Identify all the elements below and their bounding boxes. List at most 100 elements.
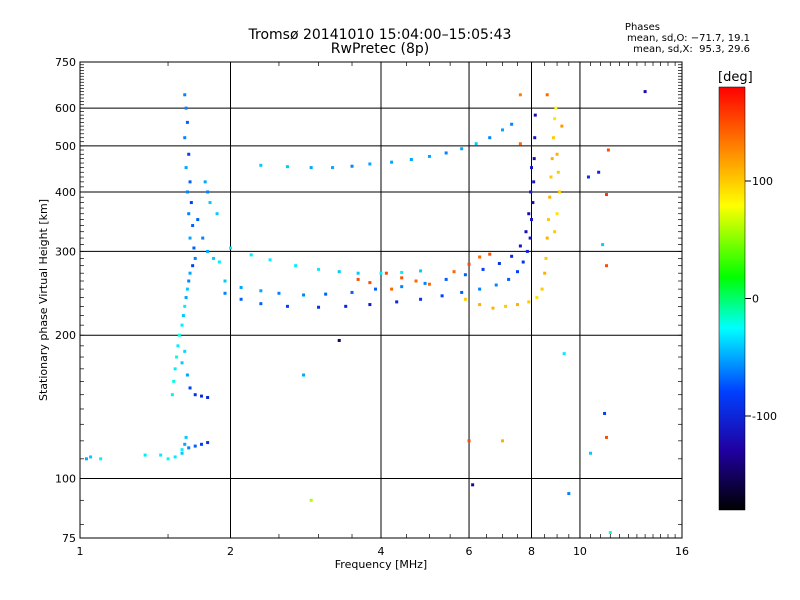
data-point bbox=[193, 256, 197, 260]
data-point bbox=[562, 352, 566, 356]
data-point bbox=[317, 305, 321, 309]
y-tick-label: 200 bbox=[55, 329, 76, 342]
data-point bbox=[532, 157, 536, 161]
data-point bbox=[400, 270, 404, 274]
data-point bbox=[531, 201, 535, 205]
data-point bbox=[184, 106, 188, 110]
data-point bbox=[478, 303, 482, 307]
data-point bbox=[208, 201, 212, 205]
data-point bbox=[356, 271, 360, 275]
data-point bbox=[217, 260, 221, 264]
data-point bbox=[229, 246, 232, 250]
data-point bbox=[294, 264, 298, 268]
data-point bbox=[474, 142, 478, 146]
data-point bbox=[200, 394, 204, 398]
data-point bbox=[183, 136, 187, 140]
data-point bbox=[193, 444, 197, 448]
data-point bbox=[170, 393, 174, 397]
data-point bbox=[185, 190, 189, 194]
data-point bbox=[400, 285, 404, 289]
data-point bbox=[183, 304, 187, 308]
data-point bbox=[337, 270, 341, 274]
data-point bbox=[400, 276, 404, 280]
data-point bbox=[606, 148, 610, 152]
data-point bbox=[268, 258, 272, 262]
stats-heading: Phases bbox=[624, 22, 660, 33]
y-tick-label: 100 bbox=[55, 473, 76, 486]
data-point bbox=[89, 455, 93, 459]
data-point bbox=[159, 453, 163, 457]
x-tick-label: 4 bbox=[378, 545, 385, 558]
data-point bbox=[176, 344, 180, 348]
data-point bbox=[206, 190, 210, 194]
data-point bbox=[368, 162, 372, 166]
data-point bbox=[507, 277, 511, 281]
data-point bbox=[589, 451, 593, 455]
data-point bbox=[510, 254, 514, 258]
data-point bbox=[384, 271, 388, 275]
data-point bbox=[543, 271, 547, 275]
data-point bbox=[515, 303, 519, 307]
data-point bbox=[390, 160, 394, 164]
data-point bbox=[206, 249, 210, 253]
data-point bbox=[350, 290, 354, 294]
data-point bbox=[185, 373, 189, 377]
data-point bbox=[172, 379, 176, 383]
data-point bbox=[427, 282, 431, 286]
data-point bbox=[497, 261, 501, 265]
data-point bbox=[317, 267, 321, 271]
data-point bbox=[188, 386, 192, 390]
axis-ticks: 1 2 4 6 8 10 16 75 100 200 300 400 500 600 750 bbox=[55, 56, 689, 558]
data-point bbox=[223, 291, 227, 295]
data-point bbox=[604, 435, 608, 439]
data-point bbox=[608, 531, 612, 535]
data-point bbox=[344, 304, 348, 308]
data-point bbox=[337, 338, 341, 342]
data-point bbox=[249, 253, 253, 257]
data-point bbox=[259, 163, 263, 167]
data-point bbox=[467, 262, 471, 266]
data-point bbox=[515, 270, 519, 274]
data-point bbox=[427, 154, 431, 158]
data-point bbox=[302, 293, 306, 297]
colorbar-tick-label: 100 bbox=[752, 175, 773, 188]
data-point bbox=[99, 457, 103, 461]
data-point bbox=[259, 302, 263, 306]
data-point bbox=[545, 236, 549, 240]
data-point bbox=[452, 270, 456, 274]
stats-x-line: mean, sd,X: 95.3, 29.6 bbox=[633, 44, 750, 55]
data-point bbox=[191, 224, 195, 228]
data-point bbox=[331, 166, 335, 170]
data-point bbox=[180, 448, 184, 452]
data-point bbox=[368, 303, 372, 307]
data-point bbox=[423, 281, 427, 285]
colorbar-label: [deg] bbox=[718, 70, 753, 85]
data-point bbox=[467, 439, 471, 443]
x-tick-label: 16 bbox=[675, 545, 689, 558]
data-point bbox=[166, 457, 170, 461]
chart-title: Tromsø 20141010 15:04:00–15:05:43 bbox=[248, 27, 512, 43]
data-point bbox=[374, 287, 378, 291]
data-point bbox=[478, 255, 482, 259]
data-point bbox=[586, 175, 590, 179]
data-point bbox=[192, 246, 196, 250]
data-point bbox=[643, 90, 647, 94]
data-point bbox=[203, 180, 207, 184]
data-point bbox=[491, 306, 495, 310]
data-point bbox=[535, 296, 539, 300]
data-point bbox=[350, 164, 354, 168]
data-point bbox=[191, 264, 195, 268]
colorbar-tick-label: 0 bbox=[752, 293, 759, 306]
data-point bbox=[488, 252, 492, 256]
data-point bbox=[597, 170, 601, 174]
data-point bbox=[544, 256, 548, 260]
y-tick-label: 750 bbox=[55, 56, 76, 69]
data-point bbox=[395, 300, 399, 304]
data-point bbox=[554, 106, 558, 110]
data-point bbox=[419, 297, 423, 301]
x-axis-label: Frequency [MHz] bbox=[335, 558, 427, 571]
data-point bbox=[239, 285, 243, 289]
data-point bbox=[553, 117, 557, 121]
data-point bbox=[184, 435, 188, 439]
data-point bbox=[555, 212, 559, 216]
